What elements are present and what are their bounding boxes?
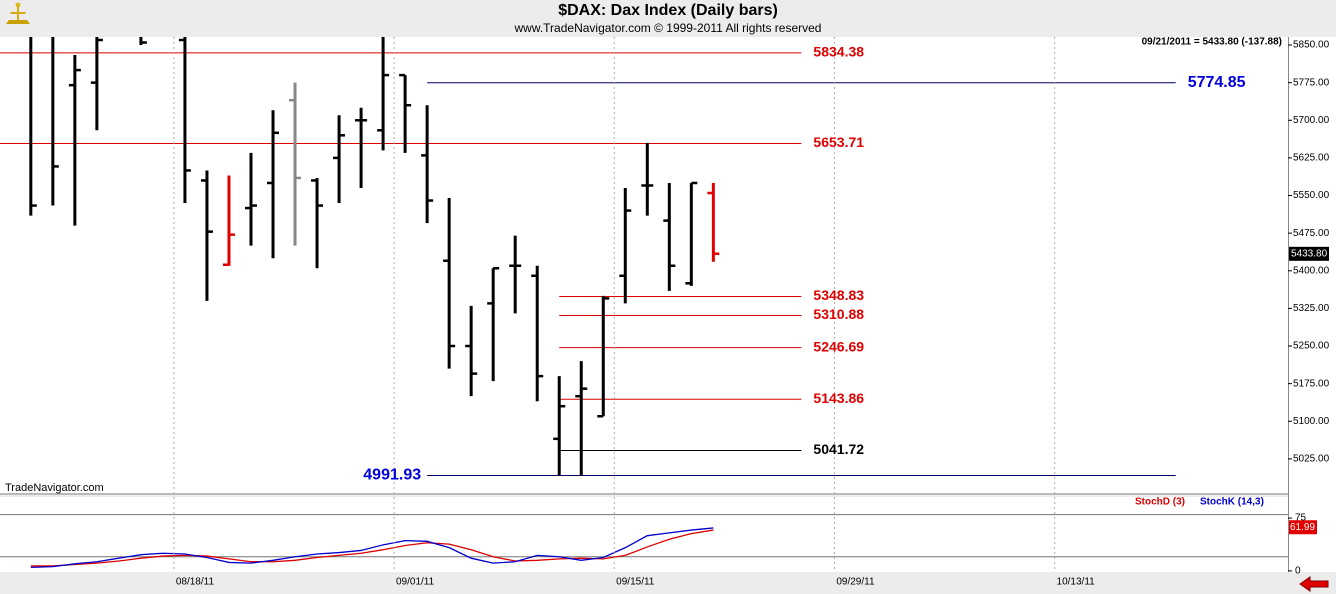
- ohlc-bar: [29, 37, 37, 216]
- ohlc-bar: [289, 82, 302, 246]
- ohlc-bar: [685, 181, 698, 286]
- level-label: 5774.85: [1188, 74, 1246, 91]
- y-tick-label: 75: [1295, 513, 1307, 524]
- ohlc-bar: [531, 265, 544, 402]
- ohlc-bar: [487, 267, 500, 382]
- y-tick-label: 5550.00: [1293, 190, 1330, 201]
- x-tick-label: 08/18/11: [176, 577, 215, 588]
- ohlc-bar: [443, 198, 456, 369]
- y-tick-label: 5700.00: [1293, 115, 1330, 126]
- level-label: 5041.72: [813, 441, 864, 457]
- level-label: 5348.83: [813, 287, 864, 303]
- ohlc-bar: [244, 152, 257, 246]
- last-price-box: [1289, 246, 1329, 261]
- y-tick-label: 5325.00: [1293, 303, 1330, 314]
- watermark: TradeNavigator.com: [5, 482, 104, 494]
- ohlc-bar: [575, 361, 588, 476]
- stoch-plot: [0, 514, 1288, 568]
- level-label: 4991.93: [363, 467, 421, 484]
- x-tick-label: 09/01/11: [396, 577, 435, 588]
- y-tick-label: 0: [1295, 565, 1301, 576]
- header-info: 09/21/2011 = 5433.80 (-137.88): [1142, 37, 1282, 48]
- last-price-label: 5433.80: [1291, 248, 1328, 259]
- ohlc-bar: [553, 376, 566, 476]
- ohlc-bar: [377, 37, 390, 151]
- ohlc-bar: [200, 170, 213, 301]
- stoch-last-label: 61.99: [1290, 522, 1315, 533]
- level-label: 5653.71: [813, 134, 864, 150]
- x-tick-label: 10/13/11: [1057, 577, 1096, 588]
- y-tick-label: 5850.00: [1293, 40, 1330, 51]
- legend-entry: StochD (3): [1135, 497, 1185, 508]
- chart-title: $DAX: Dax Index (Daily bars): [558, 2, 778, 19]
- price-plot: [0, 37, 1176, 476]
- ohlc-bar: [465, 305, 478, 397]
- y-tick-label: 5400.00: [1293, 265, 1330, 276]
- level-label: 5143.86: [813, 390, 864, 406]
- ohlc-bar: [619, 187, 632, 304]
- ohlc-bar: [267, 110, 280, 259]
- ohlc-bar: [641, 142, 654, 216]
- stoch-line: [30, 527, 714, 568]
- ohlc-bar: [355, 107, 368, 188]
- right-axis-bg: [1288, 37, 1336, 572]
- logo: [6, 2, 30, 24]
- y-tick-label: 5250.00: [1293, 341, 1330, 352]
- price-panel: [0, 37, 1288, 493]
- y-tick-label: 5475.00: [1293, 228, 1330, 239]
- stoch-line: [30, 529, 714, 567]
- ohlc-bar: [90, 37, 103, 131]
- stoch-panel: [0, 497, 1288, 572]
- legend-entry: StochK (14,3): [1200, 497, 1264, 508]
- ohlc-bar: [509, 235, 522, 314]
- y-tick-label: 5025.00: [1293, 454, 1330, 465]
- y-tick-label: 5625.00: [1293, 153, 1330, 164]
- level-label: 5310.88: [813, 306, 864, 322]
- y-tick-label: 5100.00: [1293, 416, 1330, 427]
- level-label: 5834.38: [813, 44, 864, 60]
- x-tick-label: 09/15/11: [616, 577, 655, 588]
- y-tick-label: 5175.00: [1293, 378, 1330, 389]
- ohlc-bar: [399, 73, 412, 153]
- ohlc-bar: [707, 182, 720, 262]
- x-tick-label: 09/29/11: [836, 577, 875, 588]
- ohlc-bar: [139, 37, 147, 46]
- ohlc-bar: [51, 37, 59, 206]
- ohlc-bar: [333, 115, 346, 204]
- ohlc-bar: [178, 37, 191, 204]
- ohlc-bar: [222, 175, 235, 266]
- ohlc-bar: [597, 295, 610, 418]
- ohlc-bar: [311, 177, 324, 269]
- level-label: 5246.69: [813, 338, 864, 354]
- stoch-last-box: [1289, 520, 1317, 535]
- y-tick-label: 5775.00: [1293, 77, 1330, 88]
- chart-subtitle: www.TradeNavigator.com © 1999-2011 All r…: [514, 21, 822, 35]
- ohlc-bar: [663, 182, 676, 291]
- scroll-arrow[interactable]: [1299, 576, 1329, 592]
- ohlc-bar: [421, 105, 434, 224]
- ohlc-bar: [68, 55, 81, 226]
